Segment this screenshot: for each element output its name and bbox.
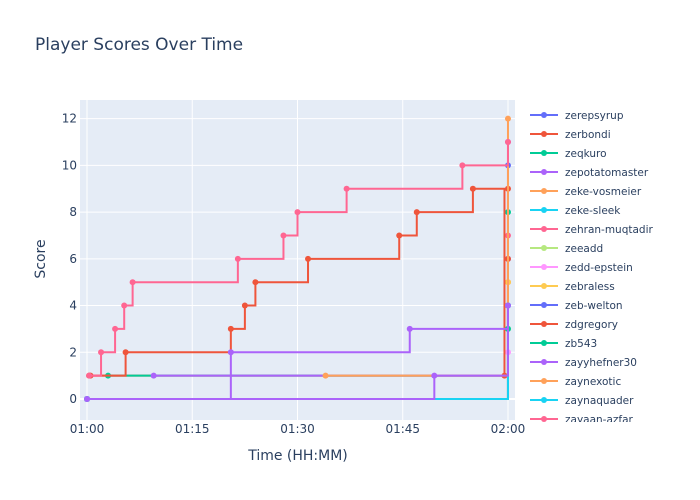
legend-marker (541, 188, 547, 194)
data-point[interactable] (129, 279, 136, 286)
legend[interactable]: zerepsyrup zerbondi zeqkuro zepotatomaster z… (530, 110, 654, 426)
y-tick-label: 6 (69, 252, 77, 266)
legend-label: zeke-sleek (565, 205, 621, 217)
legend-item[interactable]: zerbondi (530, 129, 611, 141)
legend-marker (541, 378, 547, 384)
legend-label: zeb-welton (565, 300, 623, 312)
data-point[interactable] (227, 349, 234, 356)
series-zayaan-azfar[interactable] (86, 139, 511, 379)
x-tick-label: 01:00 (70, 422, 105, 436)
legend-marker (541, 416, 547, 422)
data-point[interactable] (343, 185, 350, 192)
data-point[interactable] (98, 349, 105, 356)
y-tick-label: 10 (62, 158, 77, 172)
legend-item[interactable]: zb543 (530, 338, 597, 350)
legend-item[interactable]: zedd-epstein (530, 262, 633, 274)
data-point[interactable] (122, 349, 129, 356)
x-tick-label: 01:45 (385, 422, 420, 436)
legend-label: zepotatomaster (565, 167, 649, 179)
legend-marker (541, 112, 547, 118)
x-tick-label: 02:00 (491, 422, 526, 436)
data-point[interactable] (241, 302, 248, 309)
legend-label: zb543 (565, 338, 597, 350)
legend-marker (541, 283, 547, 289)
legend-label: zerbondi (565, 129, 611, 141)
data-point[interactable] (459, 162, 466, 169)
series-unlabeled[interactable] (84, 302, 511, 402)
legend-marker (541, 131, 547, 137)
legend-item[interactable]: zayyhefner30 (530, 357, 637, 369)
legend-label: zeeadd (565, 243, 603, 255)
data-point[interactable] (504, 139, 511, 146)
data-point[interactable] (469, 185, 476, 192)
legend-label: zehran-muqtadir (565, 224, 654, 236)
data-point[interactable] (86, 372, 93, 379)
legend-marker (541, 359, 547, 365)
legend-marker (541, 207, 547, 213)
data-point[interactable] (504, 115, 511, 122)
legend-label: zaynexotic (565, 376, 621, 388)
y-axis-title: Score (33, 239, 49, 278)
legend-label: zdgregory (565, 319, 618, 331)
data-point[interactable] (112, 325, 119, 332)
legend-item[interactable]: zeeadd (530, 243, 603, 255)
legend-marker (541, 321, 547, 327)
data-point[interactable] (504, 302, 511, 309)
legend-item[interactable]: zeqkuro (530, 148, 607, 160)
legend-label: zebraless (565, 281, 615, 293)
legend-item[interactable]: zaynexotic (530, 376, 621, 388)
legend-label: zeqkuro (565, 148, 607, 160)
legend-item[interactable]: zdgregory (530, 319, 618, 331)
y-tick-label: 0 (69, 392, 77, 406)
legend-label: zeke-vosmeier (565, 186, 642, 198)
data-point[interactable] (305, 255, 312, 262)
legend-item[interactable]: zayaan-azfar (530, 414, 634, 426)
y-tick-label: 12 (62, 112, 77, 126)
legend-label: zayaan-azfar (565, 414, 634, 426)
data-point[interactable] (280, 232, 287, 239)
y-tick-label: 4 (69, 299, 77, 313)
legend-label: zedd-epstein (565, 262, 633, 274)
legend-item[interactable]: zerepsyrup (530, 110, 624, 122)
legend-label: zerepsyrup (565, 110, 624, 122)
legend-marker (541, 245, 547, 251)
x-tick-label: 01:15 (175, 422, 210, 436)
data-point[interactable] (406, 325, 413, 332)
legend-item[interactable]: zeke-vosmeier (530, 186, 642, 198)
legend-marker (541, 150, 547, 156)
y-tick-label: 2 (69, 345, 77, 359)
y-tick-label: 8 (69, 205, 77, 219)
legend-marker (541, 340, 547, 346)
x-tick-label: 01:30 (280, 422, 315, 436)
chart-title: Player Scores Over Time (35, 35, 243, 55)
data-point[interactable] (150, 372, 157, 379)
data-point[interactable] (121, 302, 128, 309)
legend-item[interactable]: zaynaquader (530, 395, 634, 407)
data-point[interactable] (396, 232, 403, 239)
legend-item[interactable]: zebraless (530, 281, 615, 293)
data-point[interactable] (234, 255, 241, 262)
data-point[interactable] (322, 372, 329, 379)
legend-item[interactable]: zeke-sleek (530, 205, 621, 217)
legend-marker (541, 169, 547, 175)
data-point[interactable] (294, 209, 301, 216)
data-point[interactable] (413, 209, 420, 216)
data-point[interactable] (84, 395, 91, 402)
data-point[interactable] (431, 372, 438, 379)
legend-marker (541, 226, 547, 232)
legend-marker (541, 302, 547, 308)
legend-marker (541, 397, 547, 403)
data-point[interactable] (252, 279, 259, 286)
x-axis-title: Time (HH:MM) (247, 448, 348, 464)
data-point[interactable] (227, 325, 234, 332)
legend-item[interactable]: zehran-muqtadir (530, 224, 654, 236)
legend-label: zayyhefner30 (565, 357, 637, 369)
legend-item[interactable]: zepotatomaster (530, 167, 649, 179)
legend-item[interactable]: zeb-welton (530, 300, 623, 312)
legend-label: zaynaquader (565, 395, 634, 407)
legend-marker (541, 264, 547, 270)
